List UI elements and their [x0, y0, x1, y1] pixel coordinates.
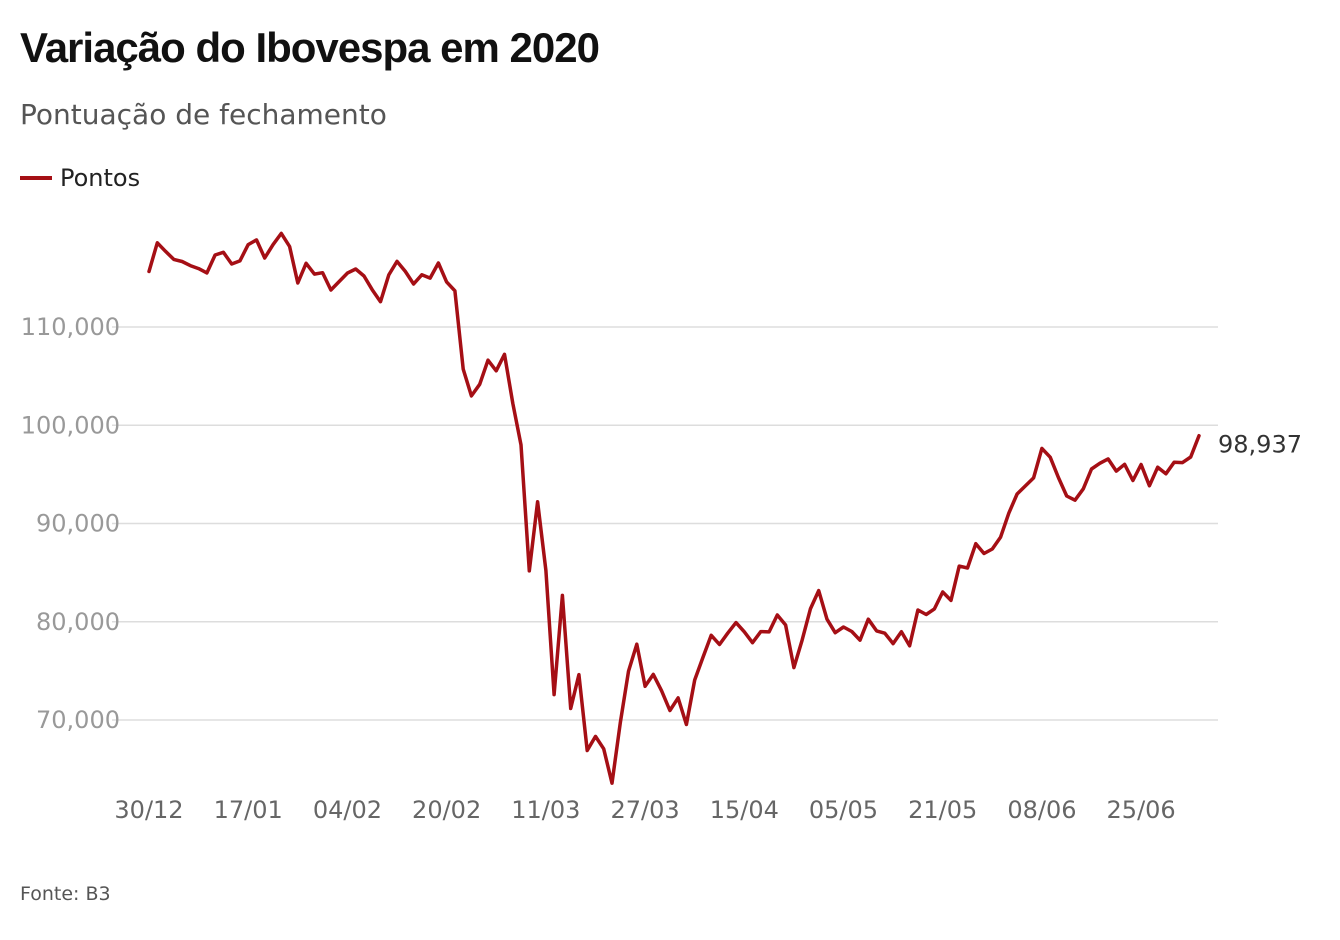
gridlines [112, 326, 1218, 721]
y-tick-label: 80,000 [36, 608, 120, 636]
chart-title: Variação do Ibovespa em 2020 [20, 24, 600, 71]
x-tick-label: 25/06 [1107, 796, 1176, 824]
x-tick-label: 30/12 [114, 796, 183, 824]
legend-label: Pontos [60, 164, 141, 192]
legend: Pontos [20, 164, 140, 192]
x-tick-label: 20/02 [412, 796, 481, 824]
x-tick-label: 15/04 [710, 796, 779, 824]
series-line-pontos [147, 231, 1201, 785]
y-tick-label: 110,000 [21, 313, 120, 341]
x-tick-label: 21/05 [908, 796, 977, 824]
x-axis: 30/12 17/01 04/02 20/02 11/03 27/03 15/04 05/05… [114, 796, 1175, 824]
end-value-label: 98,937 [1218, 431, 1302, 459]
y-tick-label: 90,000 [36, 510, 120, 538]
series-group [147, 231, 1201, 785]
y-tick-label: 100,000 [21, 411, 120, 439]
legend-swatch [20, 176, 52, 180]
x-tick-label: 08/06 [1007, 796, 1076, 824]
annotations: 98,937 [1218, 431, 1302, 459]
x-tick-label: 17/01 [214, 796, 283, 824]
x-tick-label: 04/02 [313, 796, 382, 824]
x-tick-label: 11/03 [511, 796, 580, 824]
x-tick-label: 05/05 [809, 796, 878, 824]
y-axis: 70,000 80,000 90,000 100,000 110,000 [21, 313, 120, 734]
y-tick-label: 70,000 [36, 706, 120, 734]
source-note: Fonte: B3 [20, 883, 111, 905]
x-tick-label: 27/03 [610, 796, 679, 824]
chart-subtitle: Pontuação de fechamento [20, 98, 387, 131]
